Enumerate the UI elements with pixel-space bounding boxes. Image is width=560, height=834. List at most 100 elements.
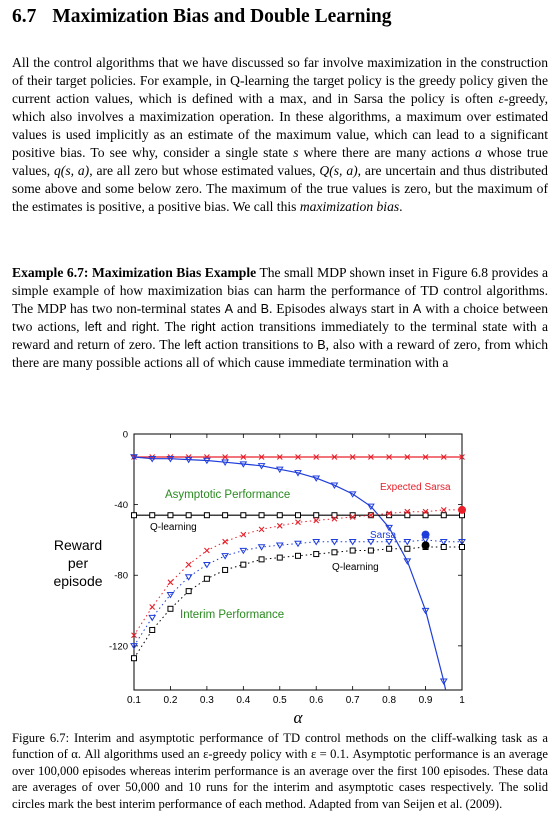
q-learning-point xyxy=(422,512,429,519)
y-label-line2: per xyxy=(68,555,89,571)
expected-sarsa-point xyxy=(386,510,392,517)
expected-sarsa-point xyxy=(204,547,210,554)
sarsa-point xyxy=(257,463,266,470)
q-learning-point xyxy=(240,512,247,519)
annotation-expected-sarsa: Expected Sarsa xyxy=(380,482,451,493)
sarsa-point xyxy=(130,643,138,650)
q-learning-point xyxy=(404,512,411,519)
y-tick-label: -120 xyxy=(109,641,128,652)
q-learning-point xyxy=(295,512,301,519)
q-learning-point xyxy=(276,554,283,561)
annotation-interim: Interim Performance xyxy=(180,609,284,621)
sarsa-point xyxy=(130,454,138,461)
q-learning-point xyxy=(222,512,229,519)
sarsa-point xyxy=(148,456,157,463)
expected-sarsa-point xyxy=(386,454,392,460)
sarsa-point xyxy=(203,561,211,569)
expected-sarsa-point xyxy=(258,454,265,460)
state-label: B xyxy=(260,302,269,316)
math-q: q(s, a) xyxy=(54,163,90,178)
sarsa-point xyxy=(184,456,193,464)
q-learning-point xyxy=(313,512,320,519)
text-run: , are all zero but whose estimated value… xyxy=(89,163,320,178)
sarsa-point xyxy=(239,547,248,555)
q-learning-point xyxy=(313,551,320,558)
text-run: , also with a reward of zero, from which… xyxy=(12,337,548,370)
text-run: The small MDP shown inset in Figure 6.8 … xyxy=(12,265,548,316)
x-tick-label: 0.7 xyxy=(346,695,360,706)
sarsa-point xyxy=(239,461,248,468)
x-tick-label: 1 xyxy=(459,695,465,706)
expected-sarsa-point xyxy=(459,454,465,460)
expected-sarsa-point xyxy=(331,454,338,460)
expected-sarsa-point xyxy=(295,454,301,460)
q-learning-point xyxy=(222,566,229,573)
expected-sarsa-point xyxy=(131,632,137,639)
q-learning-best-interim-marker xyxy=(421,541,430,550)
performance-chart: 0.1 0.2 0.3 0.4 0.5 0.6 0.7 0.8 0.9 10-40-80-120 … xyxy=(53,430,466,727)
q-learning-point xyxy=(149,512,156,519)
sarsa-point xyxy=(221,553,229,560)
expected-sarsa-point xyxy=(313,517,320,524)
annotation-asymptotic: Asymptotic Performance xyxy=(165,489,290,501)
section-heading: 6.7 Maximization Bias and Double Learning xyxy=(12,6,548,28)
figure-caption: Figure 6.7: Interim and asymptotic perfo… xyxy=(12,731,548,811)
q-learning-point xyxy=(404,545,411,552)
expected-sarsa-point xyxy=(404,508,411,515)
sarsa-point xyxy=(148,614,157,622)
text-run: whose true values, xyxy=(12,145,548,178)
y-label-line3: episode xyxy=(53,573,102,589)
text-run: and xyxy=(233,301,261,316)
expected-sarsa-point xyxy=(440,454,447,460)
paragraph-intro: All the control algorithms that we have … xyxy=(12,54,548,216)
sarsa-point xyxy=(348,491,357,498)
text-run: . Episodes always start in xyxy=(268,301,413,316)
paragraph-example: Example 6.7: Maximization Bias Example T… xyxy=(12,264,548,372)
y-tick-label: 0 xyxy=(123,430,128,441)
expected-sarsa-point xyxy=(222,454,228,460)
sarsa-point xyxy=(166,456,175,463)
q-learning-point xyxy=(185,588,192,595)
q-learning-point xyxy=(167,605,174,612)
expected-sarsa-point xyxy=(131,454,137,460)
sarsa-point xyxy=(439,538,448,546)
sarsa-point xyxy=(403,558,412,565)
expected-sarsa-point xyxy=(349,454,356,460)
sarsa-point xyxy=(439,678,448,685)
text-run: . xyxy=(399,199,403,214)
y-tick-label: -80 xyxy=(114,571,128,582)
expected-sarsa-point xyxy=(440,507,447,513)
text-run: -greedy, which also involves a maximizat… xyxy=(12,91,548,160)
math-epsilon: ε xyxy=(498,91,504,106)
x-tick-label: 0.9 xyxy=(419,695,433,706)
x-tick-label: 0.8 xyxy=(382,695,396,706)
text-run: , are uncertain and thus distributed som… xyxy=(12,163,548,214)
expected-sarsa-point xyxy=(222,538,228,545)
q-learning-point xyxy=(240,561,247,568)
x-tick-label: 0.2 xyxy=(163,695,177,706)
x-tick-label: 0.3 xyxy=(200,695,214,706)
x-tick-label: 0.5 xyxy=(273,695,287,706)
sarsa-point xyxy=(385,538,393,546)
action-label: right xyxy=(131,320,157,334)
expected-sarsa-point xyxy=(295,519,301,526)
q-learning-point xyxy=(167,512,174,519)
text-run: . The xyxy=(156,319,191,334)
expected-sarsa-point xyxy=(422,454,429,460)
state-label: A xyxy=(224,302,234,316)
annotation-sarsa: Sarsa xyxy=(370,530,397,541)
sarsa-point xyxy=(403,538,412,546)
q-learning-point xyxy=(276,512,283,519)
section-title: Maximization Bias and Double Learning xyxy=(52,6,392,27)
sarsa-point xyxy=(294,470,302,477)
text-run: where there are many actions xyxy=(298,145,476,160)
expected-sarsa-point xyxy=(240,531,247,538)
expected-sarsa-point xyxy=(258,526,265,533)
annotation-qlearning-asymptotic: Q-learning xyxy=(150,522,197,533)
sarsa-point xyxy=(421,607,430,615)
expected-sarsa-point xyxy=(368,454,374,460)
q-learning-point xyxy=(331,549,338,556)
q-learning-point xyxy=(295,552,301,559)
sarsa-point xyxy=(385,524,393,532)
example-heading: Example 6.7: Maximization Bias Example xyxy=(12,265,257,280)
